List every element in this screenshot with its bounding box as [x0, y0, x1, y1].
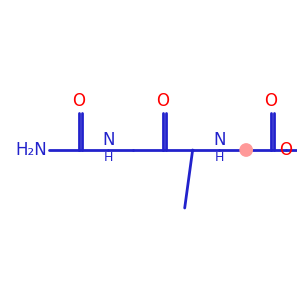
Text: O: O	[156, 92, 170, 110]
Text: O: O	[265, 92, 278, 110]
Text: N: N	[102, 131, 115, 149]
Text: N: N	[213, 131, 226, 149]
Text: O: O	[72, 92, 85, 110]
Text: O: O	[279, 141, 292, 159]
Text: H₂N: H₂N	[16, 141, 47, 159]
Text: H: H	[104, 151, 113, 164]
Circle shape	[240, 144, 252, 156]
Text: H: H	[215, 151, 224, 164]
